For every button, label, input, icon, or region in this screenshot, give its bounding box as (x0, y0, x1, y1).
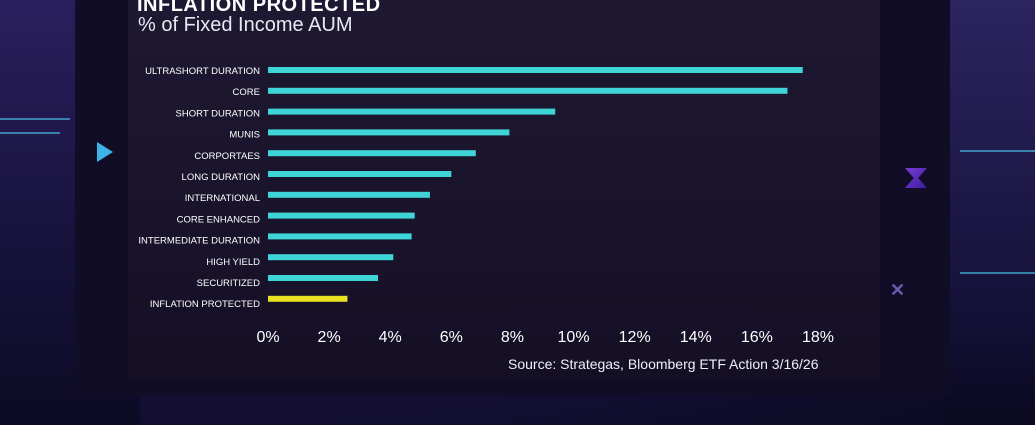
bar (268, 67, 803, 73)
light-stripe (960, 150, 1035, 152)
bar (268, 254, 394, 261)
category-label: INFLATION PROTECTED (150, 299, 260, 310)
chart-source: Source: Strategas, Bloomberg ETF Action … (508, 356, 819, 372)
light-stripe (0, 132, 60, 134)
x-tick-label: 12% (619, 329, 651, 346)
light-stripe (960, 272, 1035, 274)
x-tick-label: 4% (379, 329, 402, 346)
category-label: SECURITIZED (197, 278, 260, 289)
bar-highlight (268, 295, 348, 302)
bar (268, 87, 788, 94)
chart-panel (128, 0, 880, 380)
category-label: CORE ENHANCED (177, 214, 261, 225)
x-tick-label: 18% (802, 329, 834, 346)
bowtie-logo-icon (905, 168, 927, 188)
bar (268, 275, 378, 281)
bar (268, 212, 415, 219)
bar (268, 191, 430, 198)
category-label: MUNIS (229, 130, 260, 141)
x-tick-label: 6% (440, 329, 463, 346)
category-label: INTERMEDIATE DURATION (138, 236, 260, 247)
x-tick-label: 8% (501, 329, 524, 346)
studio-background-right (945, 0, 1035, 425)
bar (268, 150, 476, 157)
category-label: INTERNATIONAL (185, 193, 260, 204)
x-tick-label: 0% (256, 329, 279, 346)
bar (268, 108, 556, 115)
x-tick-label: 16% (741, 329, 773, 346)
category-label: ULTRASHORT DURATION (145, 66, 260, 77)
bar (268, 233, 412, 240)
category-label: SHORT DURATION (176, 108, 261, 119)
category-label: CORE (233, 87, 260, 98)
category-label: LONG DURATION (182, 172, 261, 183)
cross-icon: ✕ (890, 280, 906, 300)
chart-title: INFLATION PROTECTED (137, 0, 381, 16)
x-tick-label: 10% (558, 329, 590, 346)
category-label: HIGH YIELD (206, 257, 260, 268)
bar (268, 129, 510, 136)
play-icon (97, 142, 113, 162)
x-tick-label: 14% (680, 329, 712, 346)
category-label: CORPORTAES (194, 151, 260, 162)
x-tick-label: 2% (318, 329, 341, 346)
light-stripe (0, 118, 70, 120)
chart-subtitle: % of Fixed Income AUM (138, 14, 353, 36)
bar (268, 171, 452, 177)
